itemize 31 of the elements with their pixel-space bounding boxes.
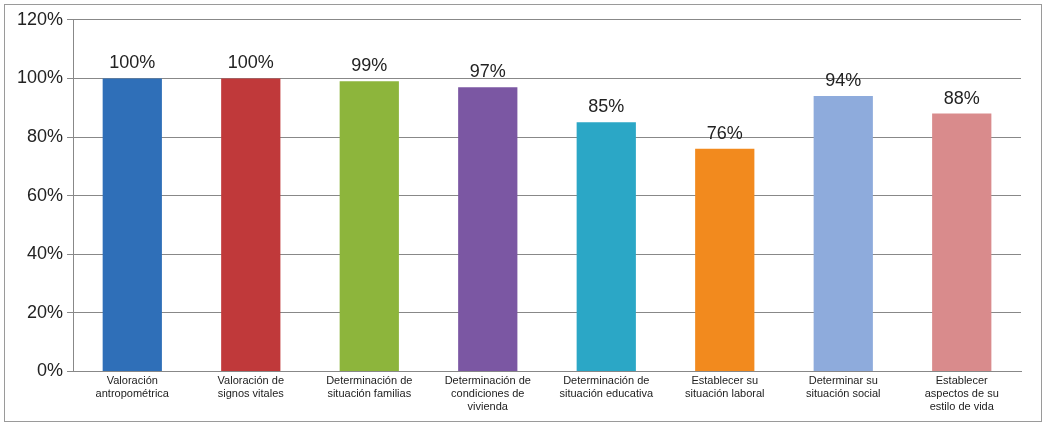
x-tick-label: Establecer su situación laboral (685, 374, 765, 400)
data-label: 97% (469, 61, 506, 82)
data-label: 88% (943, 87, 980, 108)
bar (576, 122, 636, 371)
data-label: 99% (351, 55, 388, 76)
y-tick-label: 20% (27, 301, 64, 322)
bar (695, 148, 755, 371)
y-tick-label: 100% (16, 67, 64, 88)
x-tick-label: Valoración de signos vitales (217, 374, 285, 400)
x-tick-label: Determinación de situación familias (326, 374, 413, 400)
x-tick-label: Establecer aspectos de su estilo de vida (924, 374, 999, 413)
x-tick-label: Determinar su situación social (805, 374, 881, 400)
bar (221, 78, 281, 371)
bar (458, 87, 518, 371)
y-tick-label: 120% (16, 8, 64, 29)
x-tick-label: Determinación de condiciones de vivienda (444, 374, 531, 413)
data-label: 94% (825, 69, 862, 90)
data-label: 85% (588, 96, 625, 117)
x-tick-label: Valoración antropométrica (95, 374, 170, 400)
bar (339, 81, 399, 371)
y-tick-label: 80% (27, 125, 64, 146)
bar (102, 78, 162, 371)
data-label: 100% (109, 52, 156, 73)
x-tick-label: Determinación de situación educativa (559, 374, 654, 400)
y-tick-label: 40% (27, 243, 64, 264)
data-label: 100% (227, 52, 274, 73)
bar (932, 113, 992, 371)
data-label: 76% (706, 122, 743, 143)
bar (813, 95, 873, 371)
y-tick-label: 0% (37, 360, 64, 381)
y-tick-label: 60% (27, 184, 64, 205)
